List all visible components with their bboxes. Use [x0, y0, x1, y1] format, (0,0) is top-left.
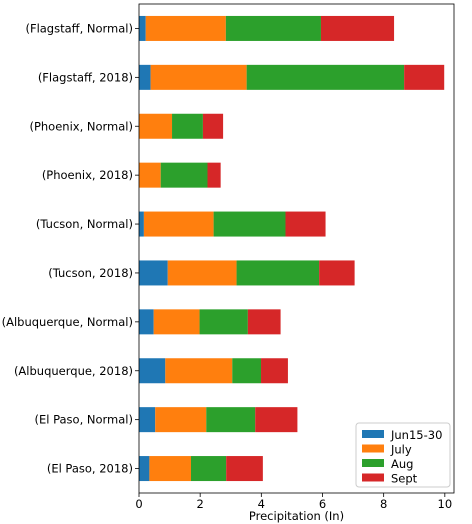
bar-segment-sept-2: [202, 113, 224, 139]
x-tick-label: 10: [438, 497, 453, 511]
plot-frame: [138, 3, 455, 494]
bar-segment-july-6: [153, 309, 200, 335]
y-tick-label: (Phoenix, Normal): [29, 119, 133, 133]
bar-segment-sept-6: [247, 309, 281, 335]
bar-segment-july-3: [139, 162, 161, 188]
y-tick-label: (El Paso, 2018): [47, 462, 133, 476]
bar-segment-july-7: [165, 358, 233, 384]
x-tick-label: 2: [197, 497, 204, 511]
bar-segment-july-1: [150, 64, 247, 90]
x-tick-label: 8: [380, 497, 387, 511]
bar-segment-july-4: [143, 211, 214, 237]
legend-label: July: [390, 443, 412, 457]
bar-segment-aug-2: [172, 113, 203, 139]
x-tick-label: 0: [135, 497, 142, 511]
bar-segment-jun15-30-5: [139, 260, 168, 286]
legend-swatch: [362, 444, 384, 453]
y-tick-label: (El Paso, Normal): [34, 413, 133, 427]
bar-segment-jun15-30-1: [139, 64, 151, 90]
bar-segment-aug-0: [225, 15, 321, 41]
bar-segment-sept-9: [226, 456, 263, 482]
bar-segment-sept-4: [285, 211, 326, 237]
bar-segment-jun15-30-9: [139, 456, 150, 482]
x-tick-label: 6: [319, 497, 326, 511]
legend-swatch: [362, 459, 384, 467]
y-tick-label: (Tucson, Normal): [36, 217, 133, 231]
legend-box: [355, 422, 451, 488]
bar-segment-sept-5: [319, 260, 355, 286]
bar-segment-sept-1: [404, 64, 445, 90]
y-tick-label: (Albuquerque, Normal): [2, 315, 133, 329]
legend-swatch: [362, 473, 384, 482]
bar-segment-sept-8: [255, 407, 298, 433]
bar-segment-jun15-30-7: [139, 358, 166, 384]
y-tick-label: (Albuquerque, 2018): [14, 364, 133, 378]
bar-segment-jun15-30-8: [139, 407, 156, 433]
bar-segment-jun15-30-4: [139, 211, 144, 237]
legend-label: Jun15-30: [390, 428, 442, 442]
x-axis-label: Precipitation (In): [249, 509, 344, 523]
y-tick-label: (Tucson, 2018): [48, 266, 133, 280]
bar-segment-july-2: [139, 113, 173, 139]
bar-segment-aug-3: [160, 162, 208, 188]
y-tick-label: (Flagstaff, Normal): [25, 21, 133, 35]
x-tick-label: 4: [258, 497, 265, 511]
bar-segment-aug-4: [213, 211, 286, 237]
bar-segment-july-5: [167, 260, 237, 286]
bar-segment-sept-7: [261, 358, 288, 384]
x-axis: 0 2 4 6 8 10: [135, 493, 452, 511]
bar-segment-aug-6: [199, 309, 248, 335]
bar-segment-jun15-30-6: [139, 309, 154, 335]
bar-segment-july-9: [149, 456, 191, 482]
bar-segment-aug-7: [232, 358, 262, 384]
bar-segment-jun15-30-0: [139, 15, 146, 41]
y-tick-label: (Flagstaff, 2018): [38, 70, 133, 84]
legend-label: Sept: [391, 472, 418, 486]
y-tick-label: (Phoenix, 2018): [42, 168, 133, 182]
y-axis: (Flagstaff, Normal) (Flagstaff, 2018) (Pho…: [2, 21, 139, 476]
bar-segment-sept-3: [207, 162, 221, 188]
bar-segment-aug-8: [206, 407, 256, 433]
bar-segment-aug-9: [190, 456, 227, 482]
bar-segment-sept-0: [320, 15, 395, 41]
bar-segment-july-0: [145, 15, 226, 41]
legend-label: Aug: [391, 457, 413, 471]
bar-segment-aug-5: [236, 260, 320, 286]
bar-segment-july-8: [155, 407, 207, 433]
bars-layer: [139, 15, 445, 482]
legend-swatch: [362, 430, 384, 438]
bar-segment-aug-1: [246, 64, 405, 90]
